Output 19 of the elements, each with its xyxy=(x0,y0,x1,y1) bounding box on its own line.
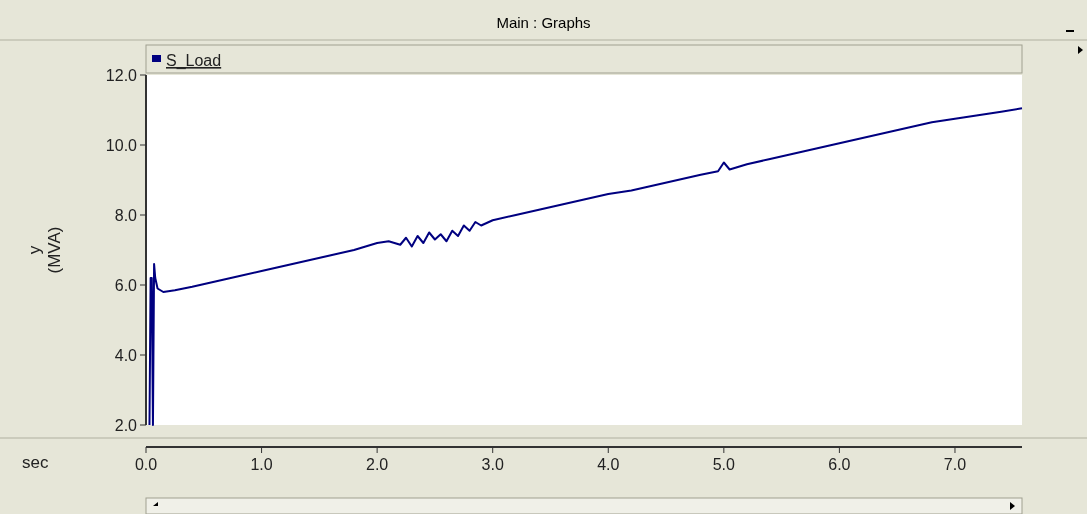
x-tick-label: 7.0 xyxy=(943,456,967,473)
x-tick-label: 5.0 xyxy=(712,456,736,473)
y-tick-label: 10.0 xyxy=(105,137,138,154)
legend-label: S_Load xyxy=(166,52,222,70)
y-tick-label: 2.0 xyxy=(114,417,138,434)
chart-title: Main : Graphs xyxy=(496,14,591,31)
x-tick-label: 0.0 xyxy=(134,456,158,473)
y-tick-label: 8.0 xyxy=(114,207,138,224)
y-tick-label: 4.0 xyxy=(114,347,138,364)
x-tick-label: 6.0 xyxy=(828,456,851,473)
x-tick-label: 3.0 xyxy=(481,456,504,473)
x-axis-title: sec xyxy=(22,453,49,472)
x-tick-label: 2.0 xyxy=(366,456,389,473)
y-tick-label: 12.0 xyxy=(105,67,138,84)
x-tick-label: 4.0 xyxy=(597,456,620,473)
y-tick-label: 6.0 xyxy=(114,277,138,294)
line-series xyxy=(148,107,1023,426)
y-axis-title: y (MVA) xyxy=(25,226,64,274)
x-tick-label: 1.0 xyxy=(250,456,273,473)
